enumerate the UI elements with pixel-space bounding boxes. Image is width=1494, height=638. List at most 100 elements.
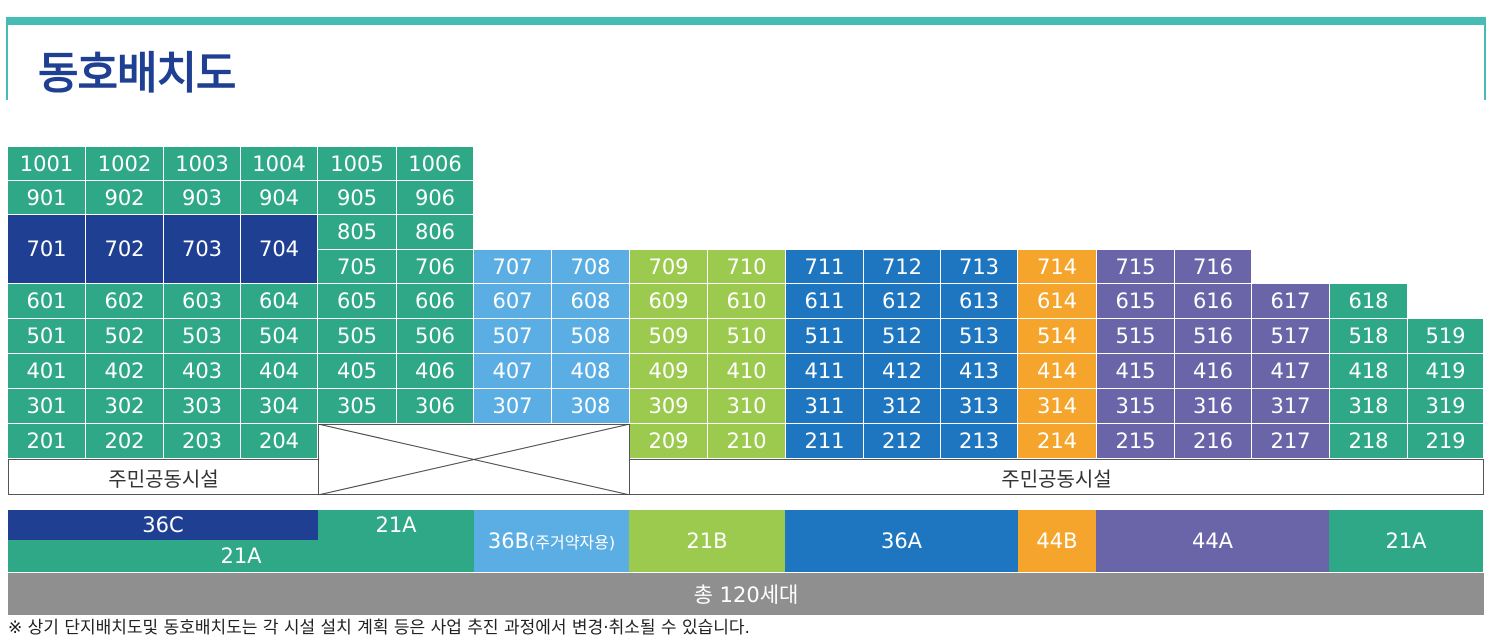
- unit-cell-215: 215: [1097, 424, 1175, 459]
- unit-cell-612: 612: [864, 284, 941, 319]
- unit-cell-503: 503: [164, 319, 241, 354]
- unit-cell-415: 415: [1097, 354, 1175, 389]
- facility-left-label: 주민공동시설: [108, 466, 219, 491]
- unit-cell-506: 506: [397, 319, 474, 354]
- unit-cell-611: 611: [786, 284, 864, 319]
- unit-cell-607: 607: [474, 284, 552, 319]
- unit-cell-213: 213: [941, 424, 1018, 459]
- unit-cell-707: 707: [474, 250, 552, 284]
- unit-cell-210: 210: [708, 424, 786, 459]
- unit-cell-512: 512: [864, 319, 941, 354]
- unit-cell-219: 219: [1408, 424, 1484, 459]
- legend-21A-left: 21A: [8, 540, 475, 573]
- total-units-label: 총 120세대: [693, 583, 799, 607]
- unit-cell-311: 311: [786, 389, 864, 424]
- unit-cell-1003: 1003: [164, 147, 241, 181]
- unit-cell-713: 713: [941, 250, 1018, 284]
- legend-36A-label: 36A: [880, 529, 923, 553]
- unit-cell-504: 504: [241, 319, 318, 354]
- unit-cell-216: 216: [1175, 424, 1252, 459]
- legend-21A-left-label: 21A: [220, 544, 262, 568]
- unit-cell-312: 312: [864, 389, 941, 424]
- unit-cell-516: 516: [1175, 319, 1252, 354]
- unit-cell-716: 716: [1175, 250, 1252, 284]
- unit-cell-511: 511: [786, 319, 864, 354]
- unit-cell-1001: 1001: [8, 147, 86, 181]
- unit-cell-508: 508: [552, 319, 630, 354]
- unit-cell-409: 409: [630, 354, 708, 389]
- unit-cell-507: 507: [474, 319, 552, 354]
- unit-cell-317: 317: [1252, 389, 1330, 424]
- legend-21A-top-label: 21A: [375, 513, 417, 537]
- facility-right-label: 주민공동시설: [1001, 466, 1112, 491]
- unit-cell-315: 315: [1097, 389, 1175, 424]
- unit-cell-703: 703: [164, 215, 241, 284]
- unit-cell-302: 302: [86, 389, 164, 424]
- unit-cell-304: 304: [241, 389, 318, 424]
- unit-cell-309: 309: [630, 389, 708, 424]
- unit-cell-401: 401: [8, 354, 86, 389]
- legend-21B-label: 21B: [686, 529, 728, 553]
- unit-cell-411: 411: [786, 354, 864, 389]
- unit-cell-408: 408: [552, 354, 630, 389]
- unit-cell-406: 406: [397, 354, 474, 389]
- unit-cell-902: 902: [86, 181, 164, 215]
- unit-cell-604: 604: [241, 284, 318, 319]
- legend-36C: 36C: [8, 510, 319, 541]
- unit-cell-609: 609: [630, 284, 708, 319]
- unit-cell-413: 413: [941, 354, 1018, 389]
- unit-cell-702: 702: [86, 215, 164, 284]
- unit-cell-303: 303: [164, 389, 241, 424]
- unit-cell-218: 218: [1330, 424, 1408, 459]
- unit-cell-416: 416: [1175, 354, 1252, 389]
- legend-44B: 44B: [1018, 510, 1097, 573]
- legend-36C-label: 36C: [142, 513, 184, 537]
- unit-cell-616: 616: [1175, 284, 1252, 319]
- unit-cell-1004: 1004: [241, 147, 318, 181]
- unit-cell-203: 203: [164, 424, 241, 459]
- unit-cell-610: 610: [708, 284, 786, 319]
- unit-cell-412: 412: [864, 354, 941, 389]
- unit-cell-514: 514: [1018, 319, 1097, 354]
- unit-cell-217: 217: [1252, 424, 1330, 459]
- unit-cell-301: 301: [8, 389, 86, 424]
- unit-cell-515: 515: [1097, 319, 1175, 354]
- unit-cell-209: 209: [630, 424, 708, 459]
- unit-cell-509: 509: [630, 319, 708, 354]
- legend-21A-right-label: 21A: [1385, 529, 1427, 553]
- unit-cell-419: 419: [1408, 354, 1484, 389]
- unit-cell-306: 306: [397, 389, 474, 424]
- unit-cell-202: 202: [86, 424, 164, 459]
- unit-cell-318: 318: [1330, 389, 1408, 424]
- legend-21A-right: 21A: [1329, 510, 1484, 573]
- unit-cell-308: 308: [552, 389, 630, 424]
- unit-cell-1006: 1006: [397, 147, 474, 181]
- unit-cell-517: 517: [1252, 319, 1330, 354]
- unit-cell-613: 613: [941, 284, 1018, 319]
- unit-cell-903: 903: [164, 181, 241, 215]
- unit-cell-204: 204: [241, 424, 318, 459]
- unit-cell-518: 518: [1330, 319, 1408, 354]
- facility-left: 주민공동시설: [8, 459, 319, 495]
- unit-cell-615: 615: [1097, 284, 1175, 319]
- unit-cell-316: 316: [1175, 389, 1252, 424]
- unit-cell-606: 606: [397, 284, 474, 319]
- unit-cell-614: 614: [1018, 284, 1097, 319]
- unit-cell-805: 805: [318, 215, 397, 250]
- unit-cell-510: 510: [708, 319, 786, 354]
- unit-cell-403: 403: [164, 354, 241, 389]
- facility-right: 주민공동시설: [629, 459, 1484, 495]
- unit-cell-906: 906: [397, 181, 474, 215]
- unit-cell-310: 310: [708, 389, 786, 424]
- unit-cell-710: 710: [708, 250, 786, 284]
- header-right-border: [1484, 25, 1486, 100]
- unit-cell-214: 214: [1018, 424, 1097, 459]
- empty-block-cross: [318, 424, 630, 495]
- unit-cell-705: 705: [318, 250, 397, 284]
- unit-cell-704: 704: [241, 215, 318, 284]
- unit-cell-405: 405: [318, 354, 397, 389]
- unit-cell-701: 701: [8, 215, 86, 284]
- unit-cell-505: 505: [318, 319, 397, 354]
- unit-cell-319: 319: [1408, 389, 1484, 424]
- unit-cell-905: 905: [318, 181, 397, 215]
